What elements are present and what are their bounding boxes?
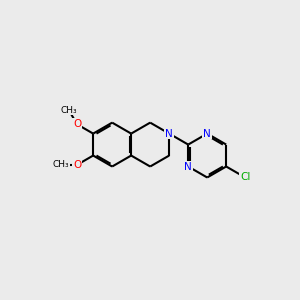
Text: N: N <box>184 161 192 172</box>
Text: N: N <box>165 129 173 139</box>
Text: O: O <box>73 160 81 170</box>
Text: CH₃: CH₃ <box>52 160 69 169</box>
Text: O: O <box>73 119 81 129</box>
Text: CH₃: CH₃ <box>61 106 77 115</box>
Text: Cl: Cl <box>240 172 250 182</box>
Text: N: N <box>203 129 211 139</box>
